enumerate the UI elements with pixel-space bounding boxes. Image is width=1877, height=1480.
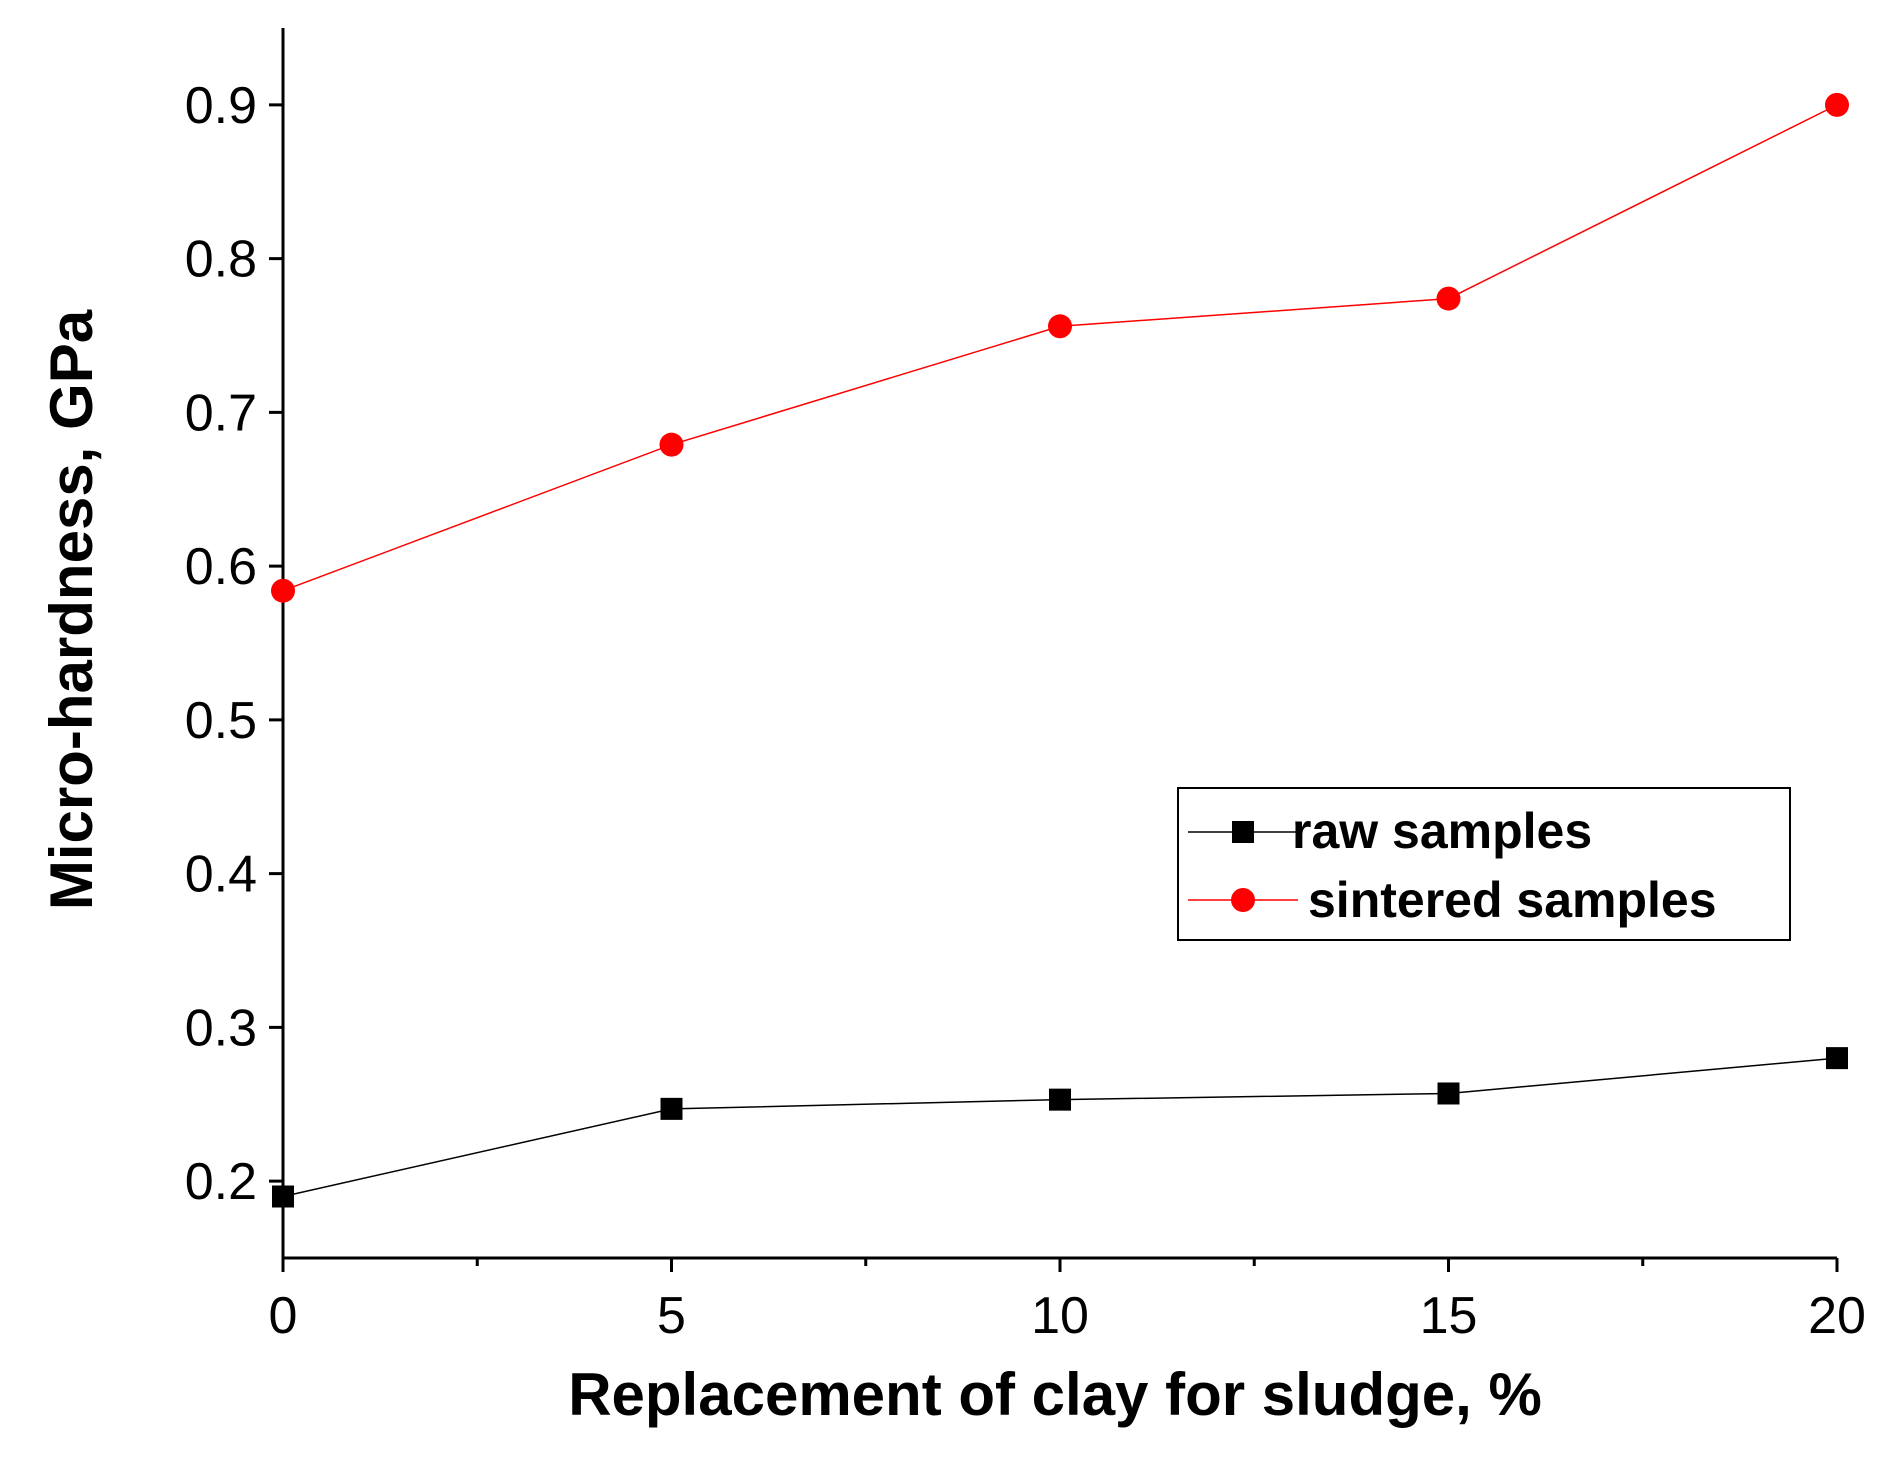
legend-label-raw: raw samples	[1292, 803, 1592, 859]
plot-series	[271, 92, 1849, 1208]
y-tick-label: 0.2	[185, 1153, 257, 1211]
y-axis-title: Micro-hardness, GPa	[38, 309, 105, 910]
data-point-sintered	[1436, 286, 1461, 311]
legend-box	[1177, 787, 1791, 941]
data-point-raw	[660, 1097, 683, 1120]
x-axis-title: Replacement of clay for sludge, %	[568, 1361, 1542, 1428]
data-point-sintered	[659, 432, 684, 457]
legend: raw samples sintered samples	[1177, 787, 1791, 941]
data-point-raw	[272, 1185, 294, 1208]
data-point-raw	[1826, 1047, 1848, 1070]
y-tick-label: 0.7	[185, 384, 257, 442]
data-point-sintered	[1825, 92, 1849, 117]
legend-marker-sintered	[1231, 888, 1255, 912]
data-point-raw	[1049, 1088, 1071, 1111]
data-point-sintered	[271, 578, 295, 603]
x-tick-label: 15	[1420, 1287, 1478, 1345]
series-line-raw	[282, 1057, 1838, 1198]
y-tick-label: 0.3	[185, 999, 257, 1057]
series-line-sintered	[282, 104, 1838, 592]
ticks: 0.2 0.3 0.4 0.5 0.6 0.7 0.8 0.9 0 5 10 15 20	[185, 77, 1866, 1345]
y-tick-label: 0.6	[185, 538, 257, 596]
data-point-raw	[1437, 1082, 1460, 1105]
x-tick-label: 0	[269, 1287, 298, 1345]
y-tick-label: 0.4	[185, 846, 257, 904]
data-point-sintered	[1048, 314, 1072, 339]
legend-marker-raw	[1232, 821, 1254, 843]
y-tick-label: 0.9	[185, 77, 257, 135]
y-tick-label: 0.5	[185, 692, 257, 750]
x-tick-label: 5	[657, 1287, 686, 1345]
x-tick-label: 20	[1808, 1287, 1866, 1345]
y-tick-label: 0.8	[185, 231, 257, 289]
x-tick-label: 10	[1031, 1287, 1089, 1345]
axes	[281, 28, 1837, 1260]
legend-label-sintered: sintered samples	[1308, 872, 1717, 928]
